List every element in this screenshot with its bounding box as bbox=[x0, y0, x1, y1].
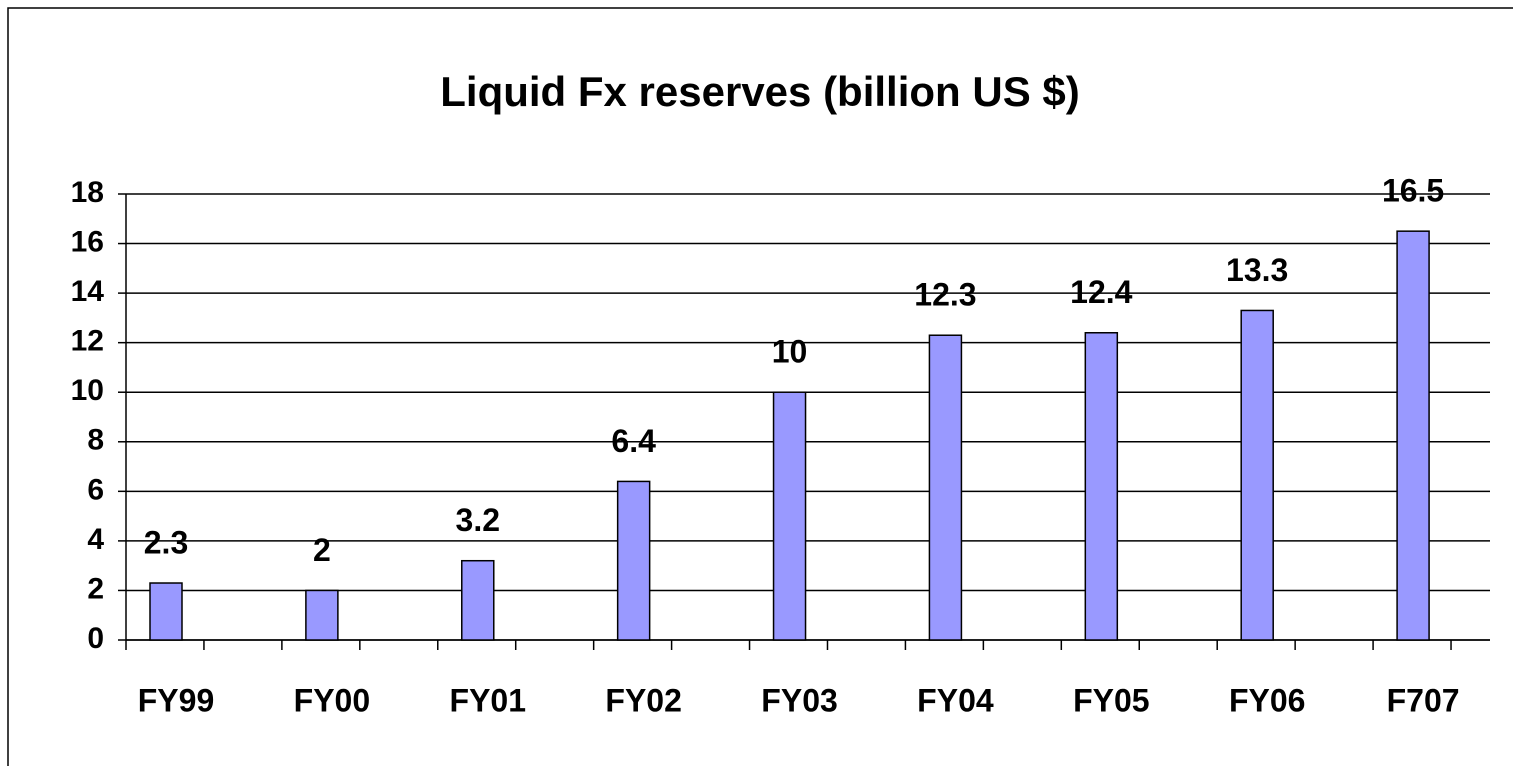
x-tick-label: F707 bbox=[1387, 682, 1460, 718]
y-tick-label: 4 bbox=[87, 523, 104, 556]
bar bbox=[1396, 230, 1430, 641]
data-label: 6.4 bbox=[611, 423, 656, 459]
x-tick-label: FY05 bbox=[1073, 682, 1149, 718]
bar bbox=[616, 480, 651, 641]
bar bbox=[305, 589, 339, 641]
y-tick-label: 12 bbox=[71, 325, 104, 358]
chart-frame bbox=[7, 7, 1513, 766]
data-label: 16.5 bbox=[1382, 173, 1444, 209]
x-tick-label: FY99 bbox=[138, 682, 214, 718]
x-tick-label: FY01 bbox=[450, 682, 526, 718]
bar bbox=[461, 559, 495, 641]
y-tick-label: 6 bbox=[87, 473, 104, 506]
y-tick-label: 2 bbox=[87, 572, 104, 605]
x-tick-label: FY03 bbox=[761, 682, 837, 718]
data-label: 3.2 bbox=[456, 502, 500, 538]
data-label: 2.3 bbox=[144, 524, 188, 560]
x-tick-label: FY02 bbox=[605, 682, 681, 718]
data-label: 13.3 bbox=[1226, 252, 1288, 288]
y-tick-label: 18 bbox=[71, 176, 104, 209]
bar bbox=[928, 334, 963, 641]
data-label: 12.4 bbox=[1070, 274, 1132, 310]
data-label: 2 bbox=[313, 532, 331, 568]
y-tick-label: 0 bbox=[87, 622, 104, 655]
chart-title: Liquid Fx reserves (billion US $) bbox=[440, 68, 1079, 115]
data-label: 12.3 bbox=[914, 277, 976, 313]
bar bbox=[1240, 309, 1274, 641]
bar bbox=[1084, 332, 1119, 641]
bar bbox=[772, 391, 807, 641]
x-tick-label: FY00 bbox=[294, 682, 370, 718]
y-tick-label: 14 bbox=[71, 275, 105, 308]
y-tick-label: 16 bbox=[71, 225, 104, 258]
bar bbox=[149, 582, 183, 641]
y-tick-label: 10 bbox=[71, 374, 104, 407]
data-label: 10 bbox=[772, 334, 808, 370]
x-tick-label: FY06 bbox=[1229, 682, 1305, 718]
y-tick-label: 8 bbox=[87, 424, 104, 457]
x-tick-label: FY04 bbox=[917, 682, 994, 718]
